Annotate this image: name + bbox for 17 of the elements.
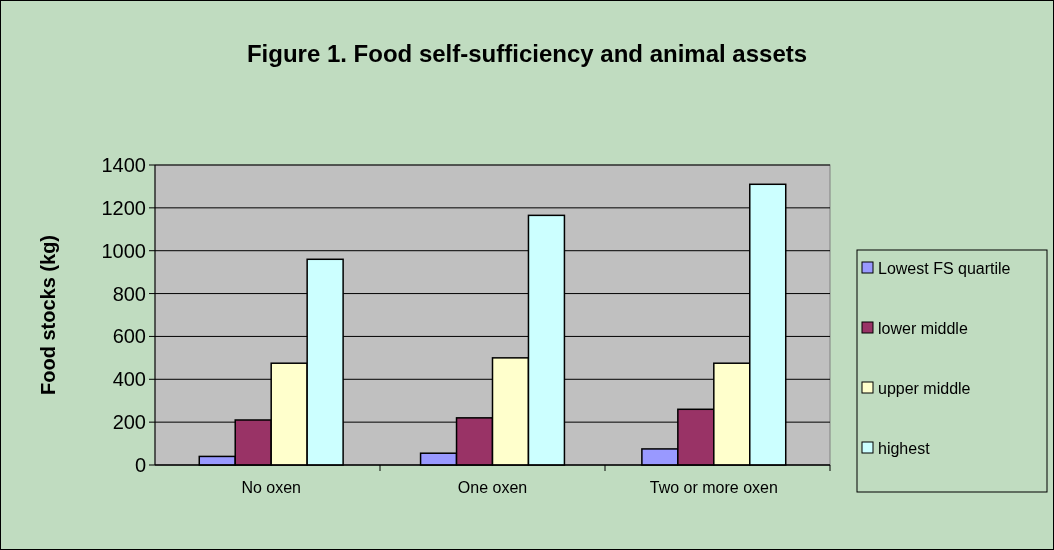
- y-tick-label: 400: [112, 368, 146, 391]
- legend-label: Lowest FS quartile: [878, 259, 1011, 277]
- x-tick-label: No oxen: [241, 479, 301, 496]
- x-tick-label: Two or more oxen: [649, 479, 778, 496]
- y-tick-label: 1200: [101, 196, 146, 219]
- y-tick-label: 800: [112, 282, 146, 305]
- legend-label: highest: [878, 439, 931, 457]
- y-tick-label: 0: [134, 454, 146, 476]
- y-axis-title: Food stocks (kg): [37, 234, 59, 396]
- legend-label: upper middle: [878, 379, 971, 397]
- y-tick-label: 1000: [101, 239, 146, 262]
- chart-title: Figure 1. Food self-sufficiency and animal assets: [246, 40, 808, 67]
- x-tick-label: One oxen: [457, 479, 528, 496]
- legend-label: lower middle: [878, 319, 968, 337]
- y-tick-label: 200: [112, 411, 146, 434]
- y-tick-label: 600: [112, 325, 146, 348]
- y-tick-label: 1400: [101, 154, 146, 176]
